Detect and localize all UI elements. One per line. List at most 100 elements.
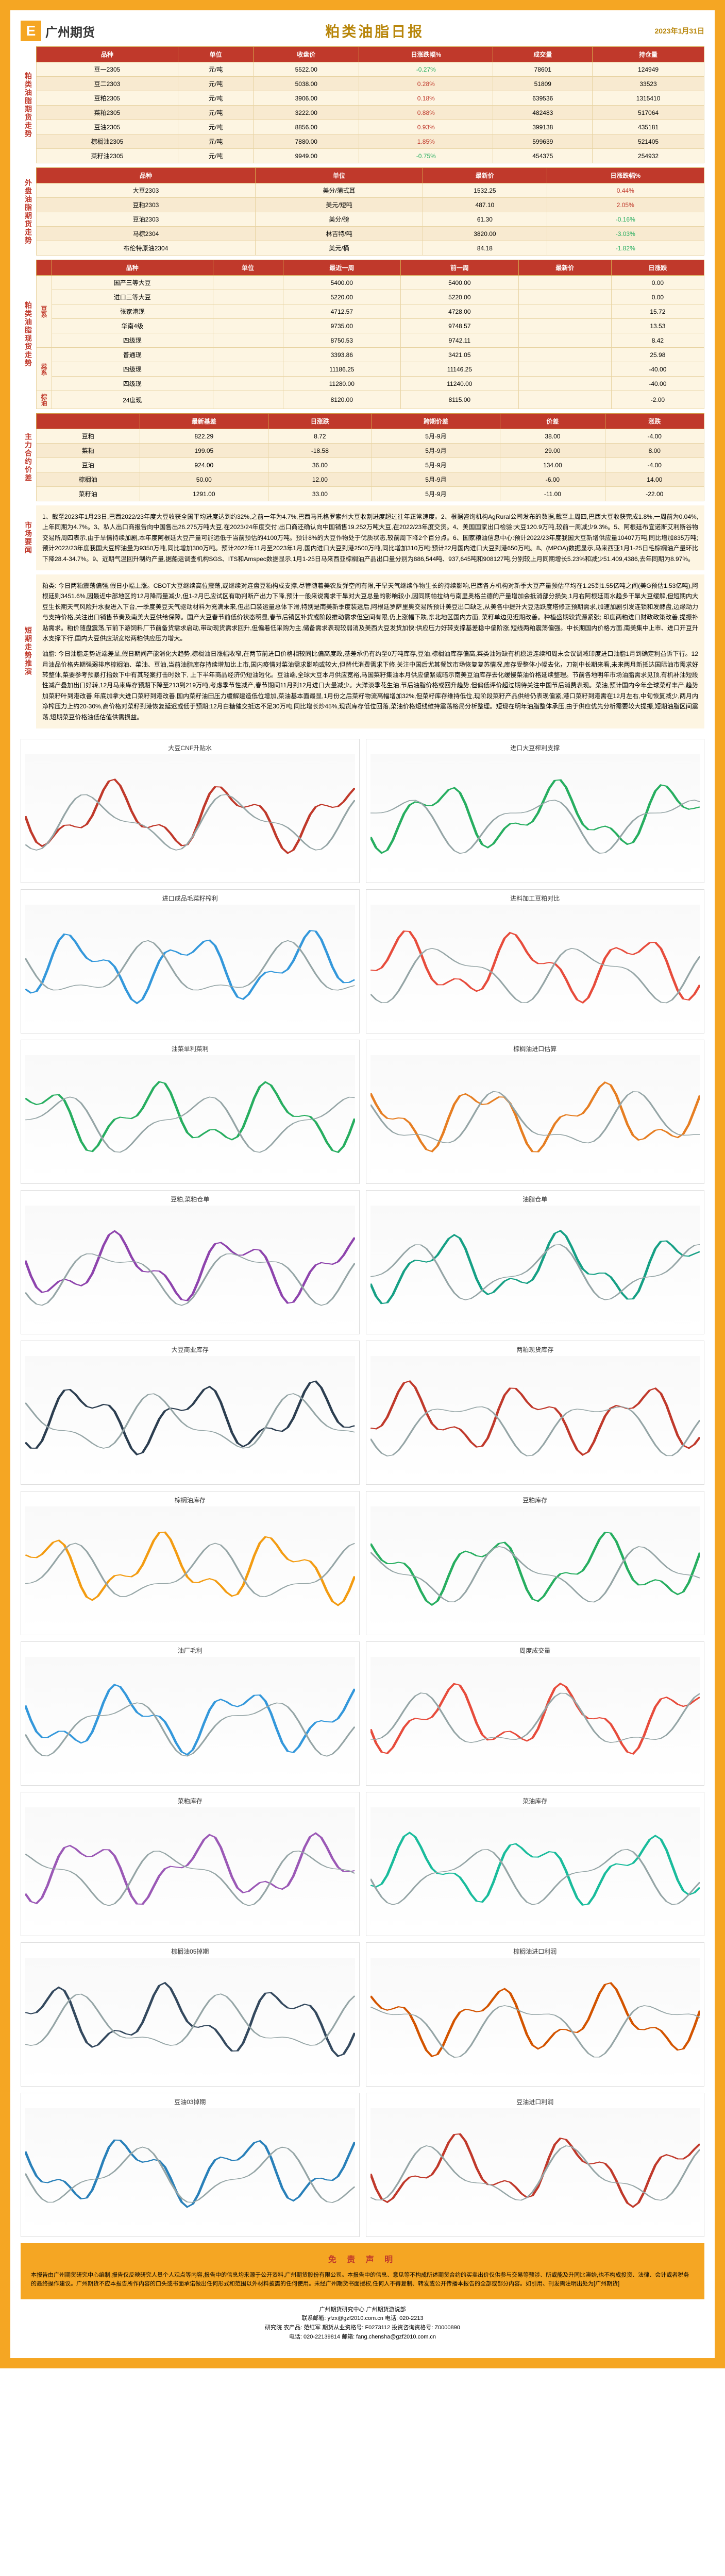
- header: E 广州期货 粕类油脂日报 2023年1月31日: [21, 21, 704, 41]
- col-header: 品种: [52, 260, 213, 276]
- col-header: 单位: [213, 260, 283, 276]
- cell: 0.44%: [547, 183, 704, 198]
- table-row: 大豆2303美分/蒲式耳1532.250.44%: [37, 183, 704, 198]
- cell: 84.18: [423, 241, 547, 256]
- cell: 5月-9月: [372, 458, 500, 472]
- cell: 33.00: [268, 487, 372, 501]
- chart-body: [25, 1958, 355, 2081]
- cell: 822.29: [140, 429, 268, 444]
- cell: 棕榈油: [37, 472, 140, 487]
- cell: -18.58: [268, 444, 372, 458]
- group-label: 豆系: [37, 276, 52, 348]
- cell: 5400.00: [283, 276, 401, 290]
- cell: [518, 348, 611, 362]
- cell: 5038.00: [254, 77, 359, 91]
- report-date: 2023年1月31日: [654, 26, 704, 36]
- disclaimer: 免 责 声 明 本报告由广州期货研究中心编制,报告仅反映研究人员个人观点等内容,…: [21, 2243, 704, 2299]
- chart: 豆粕库存: [366, 1491, 705, 1635]
- cell: 36.00: [268, 458, 372, 472]
- cell: 521405: [593, 134, 704, 149]
- chart-title: 进口大豆榨利支撑: [370, 743, 700, 752]
- col-header: 品种: [37, 168, 256, 183]
- chart-title: 菜油库存: [370, 1797, 700, 1805]
- cell: [213, 290, 283, 304]
- table-row: 华南4级9735.009748.5713.53: [37, 319, 704, 333]
- chart: 进口成品毛菜籽榨利: [21, 889, 360, 1033]
- cell: -40.00: [611, 362, 704, 377]
- news-text: 1、截至2023年1月23日,巴西2022/23年度大豆收获全国平均进度达到约3…: [36, 505, 704, 570]
- cell: 8750.53: [283, 333, 401, 348]
- table-row: 豆一2305元/吨5522.00-0.27%78601124949: [37, 62, 704, 77]
- spot-table: 品种单位最近一周前一周最新价日涨跌 豆系国产三等大豆5400.005400.00…: [36, 260, 704, 409]
- chart: 周度成交量: [366, 1641, 705, 1786]
- cell: [518, 333, 611, 348]
- cell: [213, 362, 283, 377]
- col-header: 最新基差: [140, 414, 268, 429]
- cell: 豆粕: [37, 429, 140, 444]
- chart-title: 周度成交量: [370, 1646, 700, 1655]
- chart: 豆粕,菜粕仓单: [21, 1190, 360, 1334]
- chart-body: [25, 754, 355, 878]
- logo-icon: E: [21, 21, 41, 41]
- group-label: 棕油: [37, 391, 52, 409]
- chart: 棕榈油进口估算: [366, 1040, 705, 1184]
- chart-body: [25, 1055, 355, 1179]
- cell: 1532.25: [423, 183, 547, 198]
- chart-title: 棕榈油进口估算: [370, 1044, 700, 1053]
- report-title: 粕类油脂日报: [325, 21, 424, 41]
- col-header: 最近一周: [283, 260, 401, 276]
- cell: 菜籽油: [37, 487, 140, 501]
- cell: 四级现: [52, 377, 213, 391]
- cell: 9742.11: [401, 333, 519, 348]
- cell: 14.00: [605, 472, 704, 487]
- chart-body: [25, 905, 355, 1028]
- col-header: 成交量: [493, 47, 593, 62]
- col-header: 收盘价: [254, 47, 359, 62]
- cell: 13.53: [611, 319, 704, 333]
- cell: 8.00: [605, 444, 704, 458]
- section5-label: 市场要闻: [21, 505, 36, 570]
- cell: 元/吨: [178, 106, 254, 120]
- cell: 豆油2305: [37, 120, 178, 134]
- cell: 4728.00: [401, 304, 519, 319]
- footer-company: 广州期货研究中心 广州期货游说部: [27, 2306, 698, 2315]
- chart: 大豆CNF升贴水: [21, 739, 360, 883]
- footer-contact: 电话: 020-22139814 邮箱: fang.chensha@gzf201…: [27, 2333, 698, 2342]
- cell: 50.00: [140, 472, 268, 487]
- chart: 油厂毛利: [21, 1641, 360, 1786]
- table-row: 菜粕2305元/吨3222.000.88%482483517064: [37, 106, 704, 120]
- cell: 3222.00: [254, 106, 359, 120]
- section1-label: 粕类油脂期货走势: [21, 46, 36, 163]
- cell: 11240.00: [401, 377, 519, 391]
- cell: 0.28%: [359, 77, 493, 91]
- chart-title: 进料加工豆粕对比: [370, 894, 700, 903]
- cell: [213, 333, 283, 348]
- table-row: 棕榈油50.0012.005月-9月-6.0014.00: [37, 472, 704, 487]
- cell: 12.00: [268, 472, 372, 487]
- cell: -22.00: [605, 487, 704, 501]
- cell: 599639: [493, 134, 593, 149]
- table-row: 豆粕822.298.725月-9月38.00-4.00: [37, 429, 704, 444]
- cell: 8.72: [268, 429, 372, 444]
- group-label: 菜系: [37, 348, 52, 391]
- table-row: 豆系国产三等大豆5400.005400.000.00: [37, 276, 704, 290]
- cell: 美分/磅: [255, 212, 423, 227]
- chart-title: 油厂毛利: [25, 1646, 355, 1655]
- table-row: 豆粕2305元/吨3906.000.18%6395361315410: [37, 91, 704, 106]
- cell: 33523: [593, 77, 704, 91]
- cell: [518, 304, 611, 319]
- col-header: 最新价: [518, 260, 611, 276]
- cell: 元/吨: [178, 77, 254, 91]
- cell: 大豆2303: [37, 183, 256, 198]
- cell: 5522.00: [254, 62, 359, 77]
- table-row: 豆油924.0036.005月-9月134.00-4.00: [37, 458, 704, 472]
- chart-title: 豆粕库存: [370, 1496, 700, 1504]
- cell: [213, 304, 283, 319]
- col-header: 品种: [37, 47, 178, 62]
- cell: 豆油: [37, 458, 140, 472]
- cell: 0.18%: [359, 91, 493, 106]
- col-header: 日涨跌幅%: [547, 168, 704, 183]
- cell: [213, 377, 283, 391]
- cell: [518, 276, 611, 290]
- cell: -40.00: [611, 377, 704, 391]
